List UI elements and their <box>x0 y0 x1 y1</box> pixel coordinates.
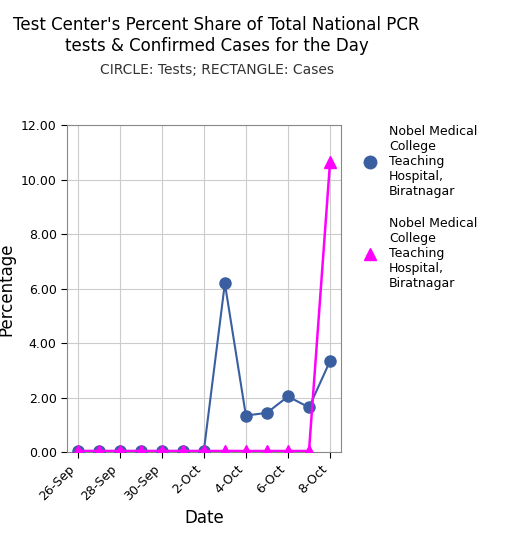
Text: Test Center's Percent Share of Total National PCR
tests & Confirmed Cases for th: Test Center's Percent Share of Total Nat… <box>13 16 420 55</box>
Text: CIRCLE: Tests; RECTANGLE: Cases: CIRCLE: Tests; RECTANGLE: Cases <box>100 63 334 77</box>
Legend: Nobel Medical
College
Teaching
Hospital,
Biratnagar, Nobel Medical
College
Teach: Nobel Medical College Teaching Hospital,… <box>358 125 477 290</box>
X-axis label: Date: Date <box>184 508 224 526</box>
Y-axis label: Percentage: Percentage <box>0 242 15 336</box>
